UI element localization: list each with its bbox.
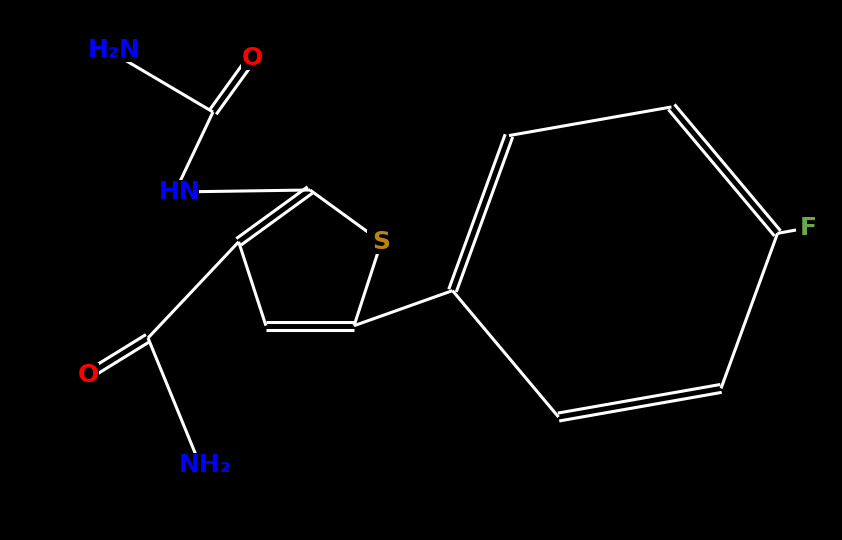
Text: S: S (372, 230, 391, 254)
Text: H₂N: H₂N (88, 38, 141, 62)
Text: F: F (800, 216, 817, 240)
Bar (182, 453, 228, 477)
Bar (161, 180, 199, 204)
Bar (367, 230, 396, 254)
Bar (88, 38, 140, 62)
Bar (77, 363, 99, 387)
Text: O: O (77, 363, 99, 387)
Bar (797, 216, 819, 240)
Text: HN: HN (159, 180, 201, 204)
Bar (241, 46, 263, 70)
Text: NH₂: NH₂ (179, 453, 232, 477)
Text: O: O (242, 46, 263, 70)
